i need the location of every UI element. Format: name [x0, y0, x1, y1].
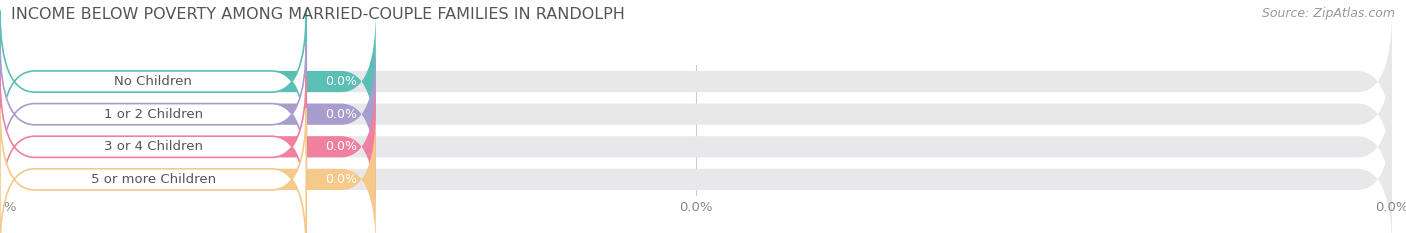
Text: 3 or 4 Children: 3 or 4 Children	[104, 140, 202, 153]
FancyBboxPatch shape	[0, 11, 1392, 153]
Text: 1 or 2 Children: 1 or 2 Children	[104, 108, 202, 121]
Text: 0.0%: 0.0%	[325, 108, 357, 121]
FancyBboxPatch shape	[0, 11, 307, 153]
FancyBboxPatch shape	[0, 109, 1392, 233]
FancyBboxPatch shape	[0, 11, 375, 153]
Text: No Children: No Children	[114, 75, 193, 88]
Text: Source: ZipAtlas.com: Source: ZipAtlas.com	[1261, 7, 1395, 20]
FancyBboxPatch shape	[0, 76, 307, 218]
Text: 0.0%: 0.0%	[325, 75, 357, 88]
Text: 0.0%: 0.0%	[325, 140, 357, 153]
FancyBboxPatch shape	[0, 43, 1392, 185]
FancyBboxPatch shape	[0, 109, 375, 233]
Text: INCOME BELOW POVERTY AMONG MARRIED-COUPLE FAMILIES IN RANDOLPH: INCOME BELOW POVERTY AMONG MARRIED-COUPL…	[11, 7, 626, 22]
FancyBboxPatch shape	[0, 76, 375, 218]
FancyBboxPatch shape	[0, 109, 307, 233]
Text: 0.0%: 0.0%	[325, 173, 357, 186]
FancyBboxPatch shape	[0, 76, 1392, 218]
FancyBboxPatch shape	[0, 43, 375, 185]
Text: 5 or more Children: 5 or more Children	[90, 173, 215, 186]
FancyBboxPatch shape	[0, 43, 307, 185]
